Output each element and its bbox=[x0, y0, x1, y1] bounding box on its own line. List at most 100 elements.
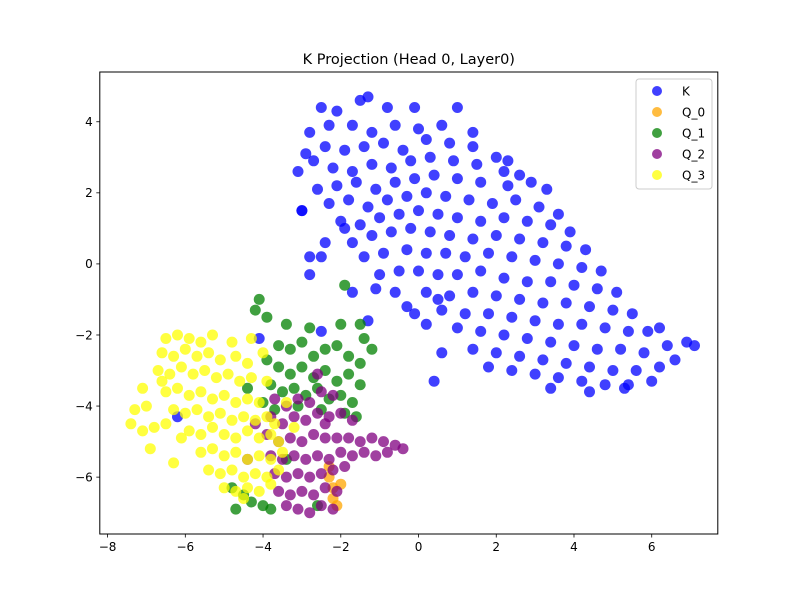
data-point bbox=[300, 414, 312, 426]
data-point bbox=[591, 283, 603, 295]
data-point bbox=[304, 322, 316, 334]
data-point bbox=[595, 265, 607, 277]
data-point bbox=[207, 443, 218, 455]
data-point bbox=[401, 301, 413, 313]
data-point bbox=[451, 322, 463, 334]
data-point bbox=[308, 155, 320, 167]
legend-box bbox=[635, 78, 713, 190]
data-point bbox=[179, 343, 191, 355]
data-point bbox=[331, 485, 343, 497]
data-point bbox=[137, 425, 149, 437]
data-point bbox=[312, 368, 323, 380]
plot-area bbox=[125, 91, 700, 519]
data-point bbox=[277, 446, 288, 458]
data-point bbox=[312, 183, 323, 195]
data-point bbox=[315, 386, 327, 398]
data-point bbox=[242, 425, 253, 437]
data-point bbox=[195, 386, 207, 398]
data-point bbox=[483, 308, 494, 320]
data-point bbox=[335, 407, 347, 419]
data-point bbox=[467, 141, 479, 153]
data-point bbox=[273, 464, 285, 476]
data-point bbox=[304, 507, 316, 519]
data-point bbox=[218, 389, 230, 401]
data-point bbox=[288, 421, 300, 433]
data-point bbox=[424, 226, 436, 238]
data-point bbox=[230, 446, 242, 458]
data-point bbox=[498, 166, 510, 177]
data-point bbox=[164, 368, 176, 380]
data-point bbox=[533, 201, 545, 213]
data-point bbox=[537, 354, 549, 366]
data-point bbox=[354, 379, 366, 391]
data-point bbox=[432, 208, 444, 220]
data-point bbox=[144, 443, 156, 455]
data-point bbox=[226, 464, 238, 476]
data-point bbox=[296, 485, 308, 497]
data-point bbox=[440, 190, 452, 202]
data-point bbox=[661, 340, 673, 352]
data-point bbox=[195, 429, 207, 440]
data-point bbox=[172, 329, 183, 341]
data-point bbox=[308, 350, 320, 362]
data-point bbox=[381, 446, 393, 458]
data-point bbox=[253, 293, 265, 305]
data-point bbox=[381, 194, 393, 206]
data-point bbox=[420, 187, 432, 199]
data-point bbox=[638, 347, 650, 359]
data-point bbox=[304, 269, 316, 281]
data-point bbox=[584, 386, 595, 398]
data-point bbox=[296, 336, 308, 348]
data-point bbox=[467, 286, 479, 298]
data-point bbox=[230, 397, 242, 408]
data-point bbox=[331, 340, 343, 352]
data-point bbox=[545, 219, 557, 231]
data-point bbox=[319, 237, 331, 249]
data-point bbox=[366, 343, 378, 355]
data-point bbox=[203, 347, 215, 359]
data-point bbox=[339, 222, 351, 234]
data-point bbox=[292, 503, 304, 515]
data-point bbox=[230, 503, 242, 515]
data-point bbox=[191, 350, 203, 362]
data-point bbox=[129, 404, 141, 416]
data-point bbox=[319, 141, 331, 153]
data-point bbox=[284, 489, 296, 501]
data-point bbox=[378, 436, 389, 448]
data-point bbox=[339, 461, 351, 472]
data-point bbox=[552, 208, 564, 220]
data-point bbox=[440, 247, 452, 259]
data-point bbox=[160, 386, 172, 398]
data-point bbox=[521, 276, 533, 288]
data-point bbox=[238, 471, 250, 483]
data-point bbox=[331, 432, 343, 444]
data-point bbox=[191, 404, 203, 416]
data-point bbox=[428, 375, 440, 387]
legend-marker bbox=[652, 86, 662, 96]
data-point bbox=[622, 325, 634, 337]
data-point bbox=[312, 407, 323, 419]
data-point bbox=[284, 343, 296, 355]
data-point bbox=[195, 336, 207, 348]
data-point bbox=[222, 368, 234, 380]
data-point bbox=[502, 180, 514, 192]
data-point bbox=[490, 347, 502, 359]
data-point bbox=[319, 432, 331, 444]
data-point bbox=[444, 230, 456, 241]
data-point bbox=[521, 333, 533, 344]
data-point bbox=[362, 91, 374, 103]
data-point bbox=[253, 432, 265, 444]
data-point bbox=[253, 397, 265, 408]
data-point bbox=[339, 144, 351, 156]
data-point bbox=[156, 375, 168, 387]
data-point bbox=[242, 357, 253, 369]
data-point bbox=[327, 464, 339, 476]
data-point bbox=[238, 411, 250, 423]
data-point bbox=[529, 254, 541, 266]
data-point bbox=[343, 432, 355, 444]
data-point bbox=[409, 308, 421, 320]
data-point bbox=[327, 389, 339, 401]
y-tick-label: 0 bbox=[85, 257, 93, 271]
data-point bbox=[584, 301, 595, 313]
data-point bbox=[385, 162, 397, 174]
